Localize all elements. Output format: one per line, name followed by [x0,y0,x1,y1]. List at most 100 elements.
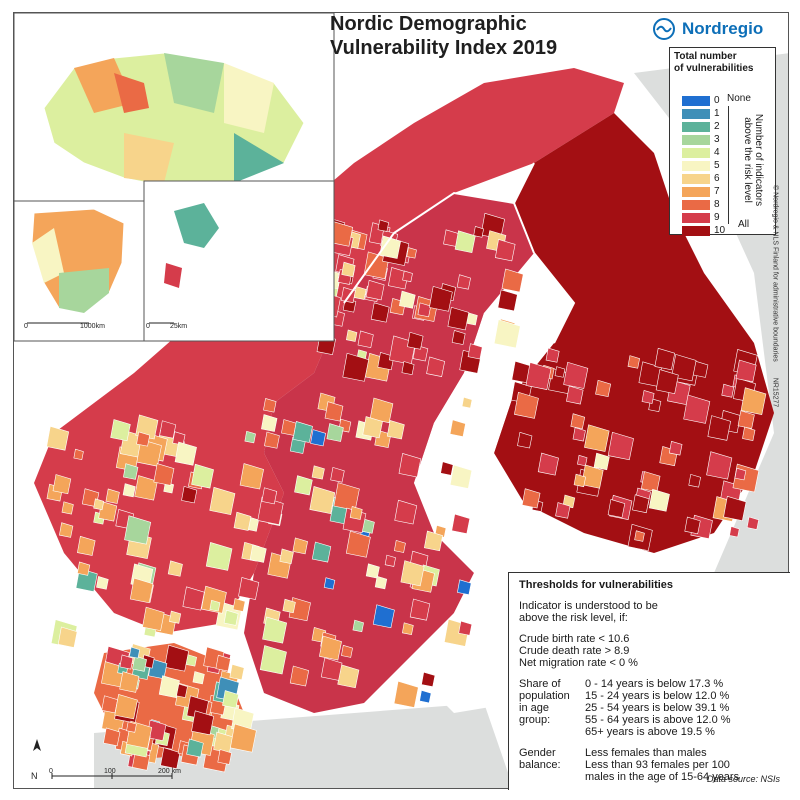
municipality-patch [73,448,84,460]
data-source: Data source: NSIs [706,774,780,784]
share-row: group: 55 - 64 years is above 12.0 % [519,714,780,726]
municipality-patch [164,644,189,672]
municipality-patch [192,671,205,685]
municipality-patch [447,306,470,331]
municipality-patch [562,494,576,509]
municipality-patch [419,690,432,704]
municipality-patch [191,463,214,489]
municipality-patch [370,302,390,323]
municipality-patch [517,431,533,449]
iceland-patch [234,133,284,183]
title-line-2: Vulnerability Index 2019 [330,37,558,59]
legend-value: 3 [714,134,720,145]
municipality-patch [129,577,154,604]
municipality-patch [648,488,670,512]
municipality-patch [294,475,313,496]
legend-all-label: All [738,219,750,230]
map-canvas [14,13,788,788]
municipality-patch [309,486,336,515]
municipality-patch [174,441,197,466]
municipality-patch [103,727,121,747]
municipality-patch [215,654,231,672]
municipality-patch [98,501,118,522]
municipality-patch [261,414,278,432]
municipality-patch [134,475,158,501]
municipality-patch [429,286,453,312]
iceland-patch [224,63,274,133]
municipality-patch [384,554,396,567]
legend-swatch [682,225,710,236]
municipality-patch [209,599,221,612]
municipality-patch [244,430,256,444]
share-label: group: [519,714,551,726]
legend-item: 1 [682,107,726,120]
municipality-patch [449,419,466,437]
gender-label: Gender [519,747,556,759]
municipality-patch [451,513,471,534]
share-value: 55 - 64 years is above 12.0 % [585,714,731,726]
municipality-patch [341,261,356,278]
legend-none-label: None [727,93,751,104]
legend-item: 5 [682,159,726,172]
iceland-patch [114,73,149,113]
municipality-patch [209,486,236,515]
legend-swatch [682,147,710,158]
legend-side-label: Number of indicators above the risk leve… [742,113,764,207]
municipality-patch [369,397,394,424]
municipality-patch [311,465,325,480]
legend-value: 6 [714,173,720,184]
municipality-patch [458,620,473,636]
municipality-patch [457,579,472,596]
municipality-patch [349,506,363,520]
municipality-patch [249,544,267,563]
municipality-patch [473,226,484,238]
municipality-patch [572,427,586,442]
faroe-scale-end: 25km [170,323,188,330]
share-label: population [519,690,570,702]
municipality-patch [142,606,165,632]
municipality-patch [362,416,383,439]
municipality-patch [61,501,74,515]
greenland-patch [32,228,64,283]
legend-value: 5 [714,160,720,171]
nordregio-logo: Nordregio [652,16,763,42]
gender-row: balance: Less than 93 females per 100 [519,759,780,771]
municipality-patch [740,387,767,415]
municipality-patch [467,343,483,360]
municipality-patch [400,560,425,587]
gender-row: Gender Less females than males [519,747,780,759]
copyright-symbol: © [771,185,779,191]
municipality-patch [310,429,326,447]
gender-value: Less than 93 females per 100 [585,759,730,771]
municipality-patch [521,488,541,509]
title-line-1: Nordic Demographic [330,13,527,35]
legend-item: 3 [682,133,726,146]
legend-value: 4 [714,147,720,158]
legend-value: 1 [714,108,720,119]
municipality-patch [668,440,683,456]
gender-value: males in the age of 15-64 years [585,771,740,783]
municipality-patch [123,463,139,480]
municipality-patch [279,548,294,564]
municipality-patch [563,361,589,389]
municipality-patch [632,494,650,514]
iceland-patch [164,53,224,113]
legend-value: 8 [714,199,720,210]
legend-range-line [728,106,729,224]
municipality-patch [379,235,401,259]
municipality-patch [654,347,676,371]
rates-block: Crude birth rate < 10.6 Crude death rate… [519,633,780,669]
legend-swatch [682,186,710,197]
municipality-patch [377,219,389,232]
municipality-patch [223,609,239,626]
legend-items: 0 1 2 3 4 5 6 7 8 9 10 [682,94,726,237]
municipality-patch [345,530,371,558]
gender-value: Less females than males [585,747,707,759]
nordregio-logo-icon [653,18,675,40]
main-scale-end: 200 km [158,768,181,775]
municipality-patch [136,431,151,447]
municipality-patch [406,247,417,259]
legend-value: 10 [714,225,726,236]
legend-item: 6 [682,172,726,185]
legend-swatch [682,121,710,132]
